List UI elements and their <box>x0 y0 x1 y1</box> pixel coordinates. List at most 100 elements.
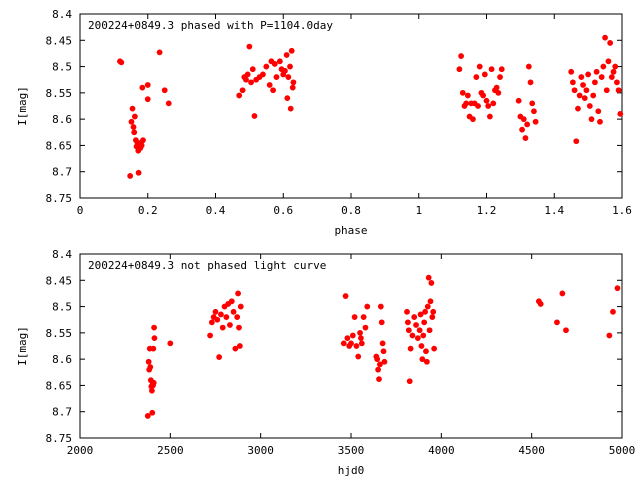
data-point <box>585 71 592 78</box>
data-point <box>497 74 503 80</box>
data-point <box>282 67 288 74</box>
data-point <box>409 332 416 339</box>
y-tick-label: 8.75 <box>46 192 73 205</box>
data-point <box>246 43 253 50</box>
data-point <box>411 314 418 320</box>
data-point <box>287 63 293 70</box>
data-point <box>490 100 497 107</box>
data-point <box>463 100 470 107</box>
data-point <box>353 343 360 349</box>
data-point <box>586 103 593 109</box>
data-point <box>588 116 595 123</box>
x-tick-label: 3500 <box>338 444 365 457</box>
data-point <box>554 319 560 326</box>
data-point <box>149 387 155 394</box>
y-tick-label: 8.55 <box>46 327 73 340</box>
data-point <box>208 319 215 326</box>
data-point <box>285 74 292 80</box>
data-point <box>495 89 502 96</box>
plot-frame <box>79 13 623 199</box>
data-point <box>380 348 387 355</box>
data-point <box>605 58 612 65</box>
data-point <box>529 100 536 107</box>
data-point <box>597 118 603 125</box>
data-point <box>235 290 241 297</box>
data-point <box>563 327 569 334</box>
data-point <box>270 87 276 94</box>
data-point <box>239 87 246 94</box>
data-point <box>377 303 384 310</box>
phased-light-curve-panel: 0 0.2 0.4 0.6 0.8 1 1.2 1.4 1.6 8.4 8.45 8.5 8.55 8.6… <box>16 8 632 237</box>
data-point <box>569 79 576 86</box>
data-point <box>602 34 608 41</box>
data-point <box>498 66 505 73</box>
data-point <box>131 129 138 136</box>
data-point <box>419 356 426 363</box>
data-point <box>237 303 244 310</box>
data-point <box>230 308 237 315</box>
data-point <box>525 63 532 70</box>
data-point <box>414 335 421 342</box>
data-point <box>429 314 436 320</box>
data-point <box>413 322 419 328</box>
data-point <box>349 332 356 339</box>
x-axis-label: phase <box>334 224 367 237</box>
x-tick-label: 0.4 <box>206 204 226 217</box>
data-point <box>424 303 431 310</box>
data-point <box>614 285 621 292</box>
data-point <box>405 319 411 326</box>
data-point <box>289 84 296 91</box>
x-tick-label: 0 <box>77 204 84 217</box>
data-point <box>617 110 624 117</box>
data-point <box>426 327 433 334</box>
y-axis-label: I[mag] <box>16 326 29 366</box>
data-point <box>244 71 251 78</box>
data-point <box>214 316 221 323</box>
y-tick-label: 8.6 <box>52 113 72 126</box>
data-point <box>129 105 136 112</box>
data-point <box>145 358 152 365</box>
data-points <box>117 34 624 179</box>
data-point <box>151 335 158 342</box>
y-tick-label: 8.5 <box>52 301 72 314</box>
data-point <box>406 378 413 385</box>
plot-title: 200224+0849.3 phased with P=1104.0day <box>88 19 333 32</box>
data-point <box>358 340 365 347</box>
data-point <box>144 413 151 419</box>
data-point <box>130 124 137 130</box>
data-point <box>615 87 622 94</box>
data-point <box>165 100 172 107</box>
data-point <box>167 340 174 347</box>
data-point <box>595 108 602 115</box>
data-point <box>355 353 362 360</box>
data-point <box>263 63 270 70</box>
data-point <box>581 95 588 102</box>
data-point <box>378 319 385 326</box>
data-point <box>573 138 580 145</box>
data-point <box>576 92 583 99</box>
data-point <box>161 87 168 94</box>
data-point <box>376 376 382 383</box>
data-point <box>404 308 410 315</box>
data-point <box>140 137 146 144</box>
data-point <box>459 89 466 96</box>
data-point <box>364 303 371 310</box>
data-point <box>475 103 481 109</box>
data-point <box>357 329 363 336</box>
data-point <box>236 343 243 349</box>
data-point <box>260 71 266 78</box>
data-point <box>150 345 157 352</box>
data-point <box>362 324 369 331</box>
data-point <box>527 79 534 86</box>
data-point <box>358 335 364 342</box>
y-tick-label: 8.55 <box>46 87 73 100</box>
data-point <box>421 319 428 326</box>
data-points <box>144 274 621 419</box>
x-tick-label: 1.4 <box>544 204 564 217</box>
x-tick-label: 1.2 <box>477 204 497 217</box>
y-tick-label: 8.65 <box>46 379 73 392</box>
data-point <box>480 92 487 99</box>
data-point <box>287 105 294 112</box>
data-point <box>127 173 134 179</box>
data-point <box>470 116 476 123</box>
